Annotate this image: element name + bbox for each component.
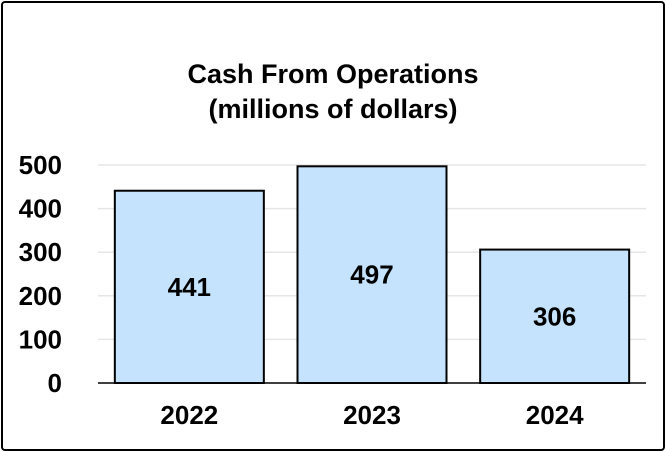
y-tick-label: 400	[19, 194, 62, 224]
chart-subtitle: (millions of dollars)	[208, 94, 458, 124]
y-tick-label: 100	[19, 324, 62, 354]
x-tick-label: 2024	[526, 400, 584, 430]
data-label: 306	[533, 301, 576, 331]
x-tick-label: 2023	[343, 400, 401, 430]
bar	[113, 189, 265, 384]
bar	[296, 165, 448, 384]
y-tick-label: 300	[19, 237, 62, 267]
data-label: 497	[350, 260, 393, 290]
y-tick-label: 0	[48, 368, 62, 398]
y-tick-label: 500	[19, 150, 62, 180]
x-tick-label: 2022	[160, 400, 218, 430]
y-tick-label: 200	[19, 281, 62, 311]
data-label: 441	[168, 272, 211, 302]
bar	[479, 248, 631, 384]
chart-title: Cash From Operations	[187, 59, 479, 89]
